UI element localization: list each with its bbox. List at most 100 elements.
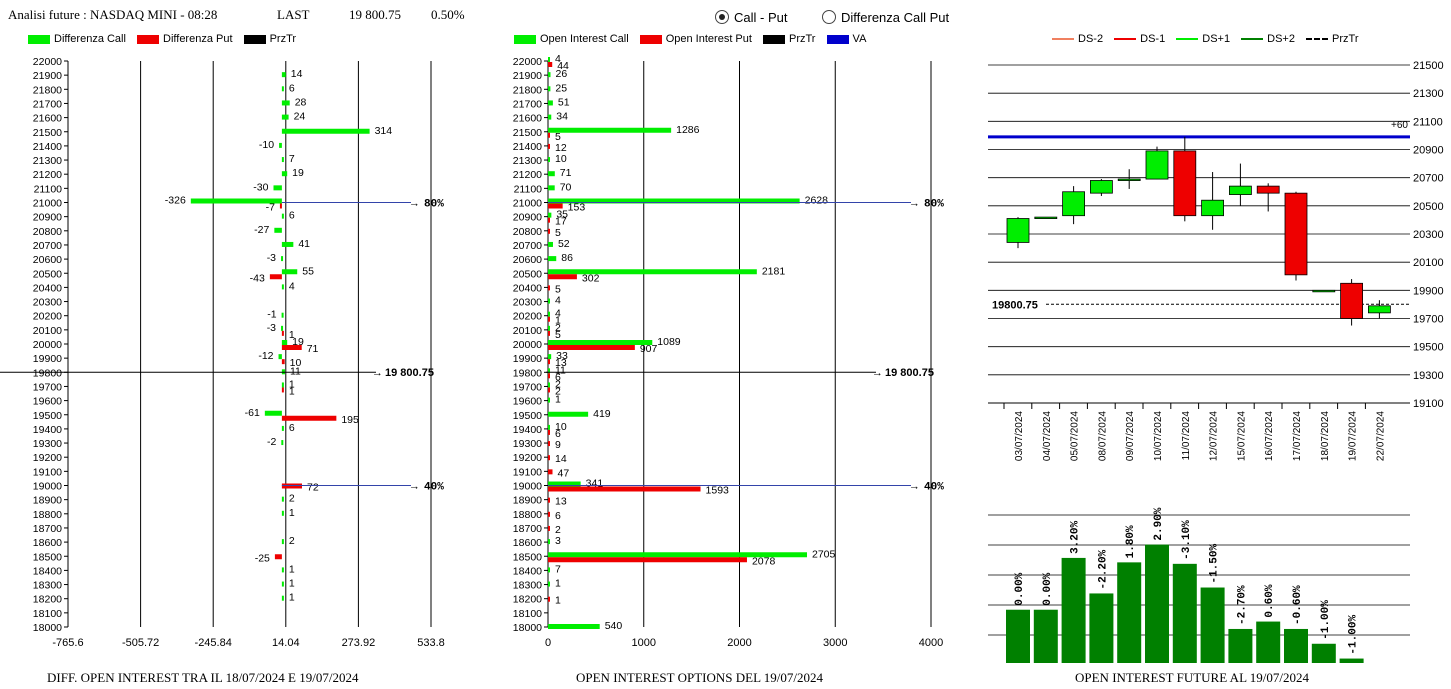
put-value-label: -25 <box>255 552 270 564</box>
y-tick-label: 20200 <box>33 311 62 323</box>
call-value-label: 2705 <box>812 548 836 560</box>
future-oi-bar <box>1228 628 1253 663</box>
call-bar <box>548 325 550 331</box>
y-tick-label: 21100 <box>1413 116 1443 128</box>
marker-arrow: → <box>411 199 418 211</box>
call-bar <box>548 354 552 360</box>
call-value-label: 540 <box>605 620 623 632</box>
y-tick-label: 18700 <box>513 523 542 535</box>
put-value-label: 1 <box>555 595 561 607</box>
marker-arrow: → <box>911 482 918 494</box>
call-bar <box>273 185 282 191</box>
x-tick-label: 14.04 <box>272 637 300 649</box>
legend-label: Open Interest Call <box>540 33 629 45</box>
put-bar <box>281 415 337 421</box>
future-oi-label: -2.20% <box>1097 549 1109 589</box>
legend-label: Differenza Put <box>163 33 233 45</box>
x-tick-label: 09/07/2024 <box>1125 411 1136 461</box>
put-bar <box>548 441 550 447</box>
future-oi-bar <box>1256 621 1281 663</box>
call-bar <box>281 539 284 545</box>
radio-selected-icon[interactable] <box>715 10 729 24</box>
y-tick-label: 19100 <box>1413 398 1444 410</box>
x-tick-label: 22/07/2024 <box>1375 411 1386 461</box>
y-tick-label: 19600 <box>513 396 542 408</box>
call-bar <box>281 581 284 587</box>
x-tick-label: 08/07/2024 <box>1097 411 1108 461</box>
call-value-label: 33 <box>556 350 568 362</box>
put-bar <box>548 132 550 138</box>
put-bar <box>548 285 550 291</box>
future-oi-label: -3.10% <box>1181 520 1193 560</box>
y-tick-label: 18600 <box>513 537 542 549</box>
put-value-label: 5 <box>555 227 561 239</box>
y-tick-label: 22000 <box>513 56 542 68</box>
y-tick-label: 21300 <box>513 155 542 167</box>
legend-label: DS-2 <box>1078 33 1104 45</box>
y-tick-label: 18500 <box>513 551 542 563</box>
call-bar <box>281 157 284 163</box>
call-value-label: -12 <box>258 350 273 362</box>
put-bar <box>269 274 282 280</box>
y-tick-label: 20700 <box>33 240 62 252</box>
call-bar <box>548 567 550 573</box>
caption-oi-options: OPEN INTEREST OPTIONS DEL 19/07/2024 <box>576 670 823 685</box>
y-tick-label: 21600 <box>513 113 542 125</box>
call-value-label: 2628 <box>805 195 829 207</box>
candle-body <box>1062 191 1085 217</box>
call-value-label: 4 <box>555 53 561 65</box>
y-tick-label: 21300 <box>33 155 62 167</box>
y-tick-label: 19400 <box>513 424 542 436</box>
call-bar <box>281 510 284 516</box>
candle-body <box>1340 282 1363 319</box>
call-bar <box>548 114 552 120</box>
call-bar <box>548 298 550 304</box>
radio-diff-call-put[interactable]: Differenza Call Put <box>822 10 949 25</box>
y-tick-label: 21900 <box>33 70 62 82</box>
put-value-label: -7 <box>266 202 275 214</box>
put-value-label: 6 <box>555 428 561 440</box>
call-value-label: 52 <box>558 238 570 250</box>
y-tick-label: 18800 <box>33 509 62 521</box>
legend-swatch-call <box>28 34 50 44</box>
call-value-label: 1 <box>289 507 295 519</box>
instrument-title: Analisi future : NASDAQ MINI - 08:28 <box>8 7 218 22</box>
call-bar <box>281 595 284 601</box>
caption-diff-oi: DIFF. OPEN INTEREST TRA IL 18/07/2024 E … <box>47 670 359 685</box>
call-value-label: 35 <box>556 209 568 221</box>
last-value: 19 800.75 <box>349 7 401 22</box>
put-value-label: 13 <box>555 357 567 369</box>
x-tick-label: 05/07/2024 <box>1070 411 1081 461</box>
y-tick-label: 19300 <box>513 438 542 450</box>
legend-3: DS-2 DS-1 DS+1 DS+2 PrzTr <box>1052 33 1359 45</box>
put-value-label: 44 <box>557 60 569 72</box>
future-oi-bar <box>1033 609 1058 663</box>
call-value-label: 51 <box>558 96 570 108</box>
put-bar <box>548 511 550 517</box>
y-tick-label: 18500 <box>33 551 62 563</box>
radio-call-put[interactable]: Call - Put <box>715 10 787 25</box>
call-bar <box>548 185 555 191</box>
future-oi-label: -0.60% <box>1292 585 1304 625</box>
legend-swatch-price <box>763 34 785 44</box>
put-value-label: 2 <box>555 385 561 397</box>
y-tick-label: 21700 <box>513 98 542 110</box>
put-bar <box>548 429 550 435</box>
call-bar <box>274 227 282 233</box>
legend-swatch-put <box>639 34 662 44</box>
put-value-label: 17 <box>555 216 567 228</box>
y-tick-label: 21300 <box>1413 88 1444 100</box>
y-tick-label: 19200 <box>513 452 542 464</box>
legend-swatch-ds-2 <box>1052 38 1074 41</box>
radio-unselected-icon[interactable] <box>822 10 836 24</box>
y-tick-label: 19100 <box>513 466 542 478</box>
y-tick-label: 19700 <box>1413 314 1444 326</box>
y-tick-label: 19900 <box>513 353 542 365</box>
call-bar <box>279 142 282 148</box>
y-tick-label: 20400 <box>33 282 62 294</box>
call-value-label: 4 <box>555 295 561 307</box>
call-value-label: 6 <box>289 422 295 434</box>
y-tick-label: 21500 <box>33 127 62 139</box>
y-tick-label: 18300 <box>33 580 62 592</box>
candle-body <box>1229 185 1252 195</box>
